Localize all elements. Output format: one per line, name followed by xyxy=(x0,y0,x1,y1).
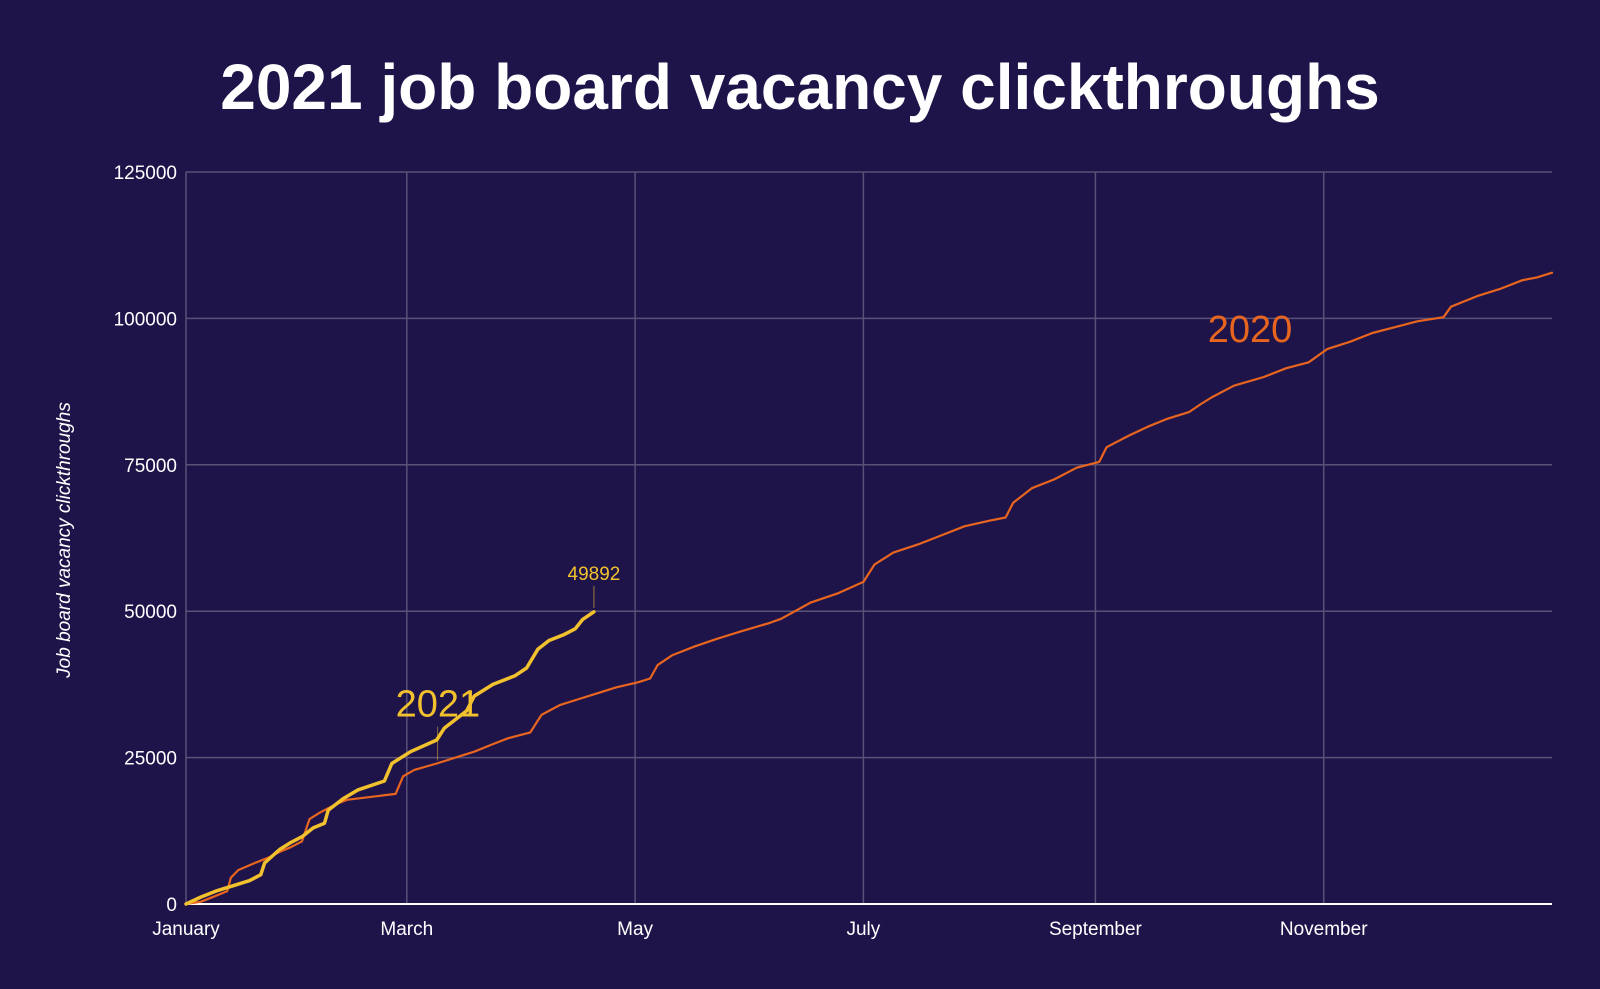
x-tick-label: May xyxy=(617,919,653,940)
series-label-2021: 2021 xyxy=(396,684,481,726)
chart-title: 2021 job board vacancy clickthroughs xyxy=(220,51,1380,123)
y-tick-label: 0 xyxy=(166,895,177,916)
y-tick-label: 25000 xyxy=(124,749,177,770)
gridlines xyxy=(185,171,1552,904)
x-tick-label: March xyxy=(380,919,433,940)
y-tick-label: 75000 xyxy=(124,456,177,477)
series-line-2020 xyxy=(184,271,1554,906)
y-tick-label: 50000 xyxy=(124,602,177,623)
series-labels: 0 25000 50000 75000 100000 125000 January March… xyxy=(114,163,1369,940)
x-tick-label: November xyxy=(1280,919,1368,940)
x-tick-label: January xyxy=(152,919,220,940)
y-tick-label: 125000 xyxy=(114,163,177,184)
series-end-value-label: 49892 xyxy=(568,564,621,585)
series-label-2020: 2020 xyxy=(1208,309,1293,351)
series-lines xyxy=(184,271,1554,906)
x-tick-label: September xyxy=(1049,919,1143,940)
y-tick-label: 100000 xyxy=(114,309,177,330)
y-axis-label: Job board vacancy clickthroughs xyxy=(54,402,75,679)
series-line-2021 xyxy=(184,610,596,906)
x-tick-label: July xyxy=(846,919,880,940)
